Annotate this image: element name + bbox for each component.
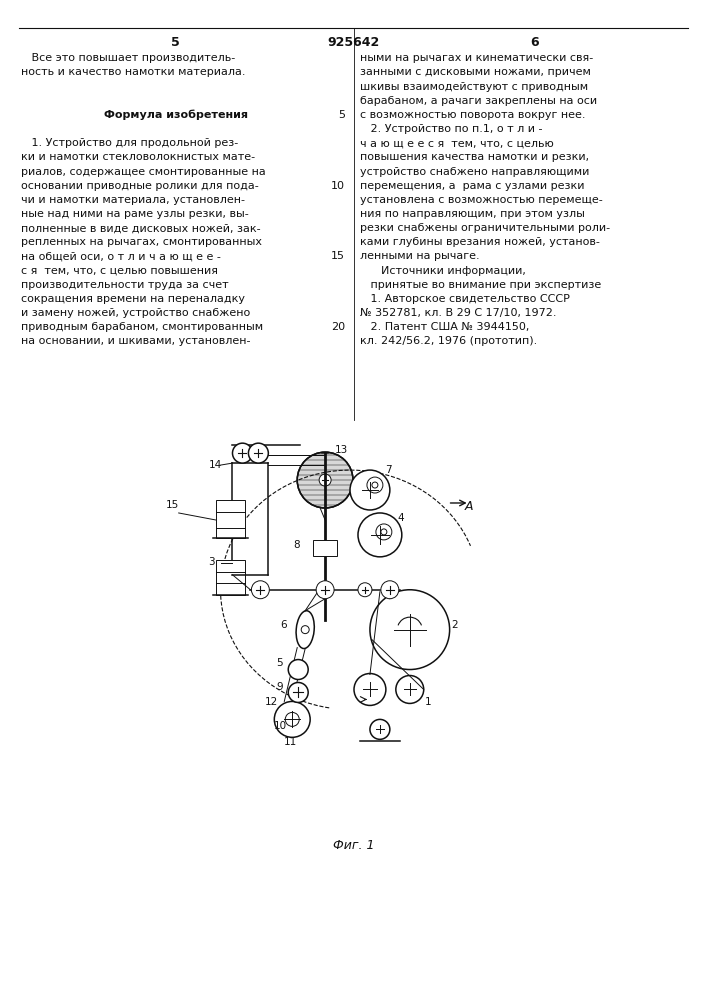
Circle shape <box>316 581 334 599</box>
Text: шкивы взаимодействуют с приводным: шкивы взаимодействуют с приводным <box>360 82 588 92</box>
Text: 3: 3 <box>209 557 215 567</box>
Circle shape <box>288 660 308 680</box>
Circle shape <box>233 443 252 463</box>
Circle shape <box>370 590 450 670</box>
Text: 1: 1 <box>425 697 431 707</box>
Text: 8: 8 <box>293 540 300 550</box>
Text: перемещения, а  рама с узлами резки: перемещения, а рама с узлами резки <box>360 181 585 191</box>
Text: 6: 6 <box>280 620 287 630</box>
Text: повышения качества намотки и резки,: повышения качества намотки и резки, <box>360 152 589 162</box>
Text: с я  тем, что, с целью повышения: с я тем, что, с целью повышения <box>21 266 218 276</box>
Text: Формула изобретения: Формула изобретения <box>104 110 247 120</box>
Circle shape <box>354 674 386 705</box>
Text: 13: 13 <box>335 445 349 455</box>
Text: приводным барабаном, смонтированным: приводным барабаном, смонтированным <box>21 322 264 332</box>
Circle shape <box>319 474 331 486</box>
Text: принятые во внимание при экспертизе: принятые во внимание при экспертизе <box>360 280 601 290</box>
Circle shape <box>297 452 353 508</box>
Bar <box>313 540 337 556</box>
Circle shape <box>358 513 402 557</box>
Text: 20: 20 <box>331 322 345 332</box>
Text: 10: 10 <box>274 721 288 731</box>
Text: 5: 5 <box>338 110 345 120</box>
Circle shape <box>248 443 269 463</box>
Text: № 352781, кл. В 29 С 17/10, 1972.: № 352781, кл. В 29 С 17/10, 1972. <box>360 308 556 318</box>
Text: 2. Патент США № 3944150,: 2. Патент США № 3944150, <box>360 322 530 332</box>
Text: ность и качество намотки материала.: ность и качество намотки материала. <box>21 67 246 77</box>
Ellipse shape <box>296 611 315 649</box>
Text: 11: 11 <box>284 737 298 747</box>
Circle shape <box>285 712 299 726</box>
Circle shape <box>350 470 390 510</box>
Text: 5: 5 <box>171 36 180 49</box>
Circle shape <box>288 682 308 702</box>
Circle shape <box>358 583 372 597</box>
Text: 2. Устройство по п.1, о т л и -: 2. Устройство по п.1, о т л и - <box>360 124 542 134</box>
Circle shape <box>274 701 310 737</box>
Text: 14: 14 <box>209 460 222 470</box>
Circle shape <box>301 626 309 634</box>
Text: 1. Авторское свидетельство СССР: 1. Авторское свидетельство СССР <box>360 294 570 304</box>
Text: ными на рычагах и кинематически свя-: ными на рычагах и кинематически свя- <box>360 53 593 63</box>
Bar <box>216 560 245 595</box>
Text: 15: 15 <box>331 251 345 261</box>
Text: риалов, содержащее смонтированные на: риалов, содержащее смонтированные на <box>21 167 266 177</box>
Circle shape <box>370 719 390 739</box>
Text: установлена с возможностью перемеще-: установлена с возможностью перемеще- <box>360 195 603 205</box>
Circle shape <box>252 581 269 599</box>
Text: ч а ю щ е е с я  тем, что, с целью: ч а ю щ е е с я тем, что, с целью <box>360 138 554 148</box>
Text: ками глубины врезания ножей, установ-: ками глубины врезания ножей, установ- <box>360 237 600 247</box>
Text: полненные в виде дисковых ножей, зак-: полненные в виде дисковых ножей, зак- <box>21 223 261 233</box>
Text: с возможностью поворота вокруг нее.: с возможностью поворота вокруг нее. <box>360 110 585 120</box>
Text: сокращения времени на переналадку: сокращения времени на переналадку <box>21 294 245 304</box>
Text: и замену ножей, устройство снабжено: и замену ножей, устройство снабжено <box>21 308 250 318</box>
Text: 2: 2 <box>452 620 458 630</box>
Text: Источники информации,: Источники информации, <box>360 266 526 276</box>
Text: ки и намотки стекловолокнистых мате-: ки и намотки стекловолокнистых мате- <box>21 152 255 162</box>
Text: 4: 4 <box>398 513 404 523</box>
Text: ные над ними на раме узлы резки, вы-: ные над ними на раме узлы резки, вы- <box>21 209 249 219</box>
Circle shape <box>396 676 423 703</box>
Text: кл. 242/56.2, 1976 (прототип).: кл. 242/56.2, 1976 (прототип). <box>360 336 537 346</box>
Text: на основании, и шкивами, установлен-: на основании, и шкивами, установлен- <box>21 336 251 346</box>
Text: чи и намотки материала, установлен-: чи и намотки материала, установлен- <box>21 195 245 205</box>
Text: Все это повышает производитель-: Все это повышает производитель- <box>21 53 235 63</box>
Text: 10: 10 <box>331 181 345 191</box>
Text: 5: 5 <box>276 658 283 668</box>
Text: 925642: 925642 <box>328 36 380 49</box>
Text: занными с дисковыми ножами, причем: занными с дисковыми ножами, причем <box>360 67 591 77</box>
Circle shape <box>381 581 399 599</box>
Text: резки снабжены ограничительными роли-: резки снабжены ограничительными роли- <box>360 223 610 233</box>
Text: 6: 6 <box>530 36 539 49</box>
Text: 1. Устройство для продольной рез-: 1. Устройство для продольной рез- <box>21 138 238 148</box>
Text: барабаном, а рачаги закреплены на оси: барабаном, а рачаги закреплены на оси <box>360 96 597 106</box>
Text: 9: 9 <box>276 682 283 692</box>
Text: основании приводные ролики для пода-: основании приводные ролики для пода- <box>21 181 259 191</box>
Text: А: А <box>464 500 473 513</box>
Text: ленными на рычаге.: ленными на рычаге. <box>360 251 479 261</box>
Text: Фиг. 1: Фиг. 1 <box>333 839 375 852</box>
Text: 7: 7 <box>385 465 392 475</box>
Text: 12: 12 <box>264 697 278 707</box>
Text: 15: 15 <box>165 500 179 510</box>
Text: на общей оси, о т л и ч а ю щ е е -: на общей оси, о т л и ч а ю щ е е - <box>21 251 221 261</box>
Text: производительности труда за счет: производительности труда за счет <box>21 280 229 290</box>
Text: репленных на рычагах, смонтированных: репленных на рычагах, смонтированных <box>21 237 262 247</box>
Bar <box>216 500 245 538</box>
Text: устройство снабжено направляющими: устройство снабжено направляющими <box>360 167 590 177</box>
Text: ния по направляющим, при этом узлы: ния по направляющим, при этом узлы <box>360 209 585 219</box>
